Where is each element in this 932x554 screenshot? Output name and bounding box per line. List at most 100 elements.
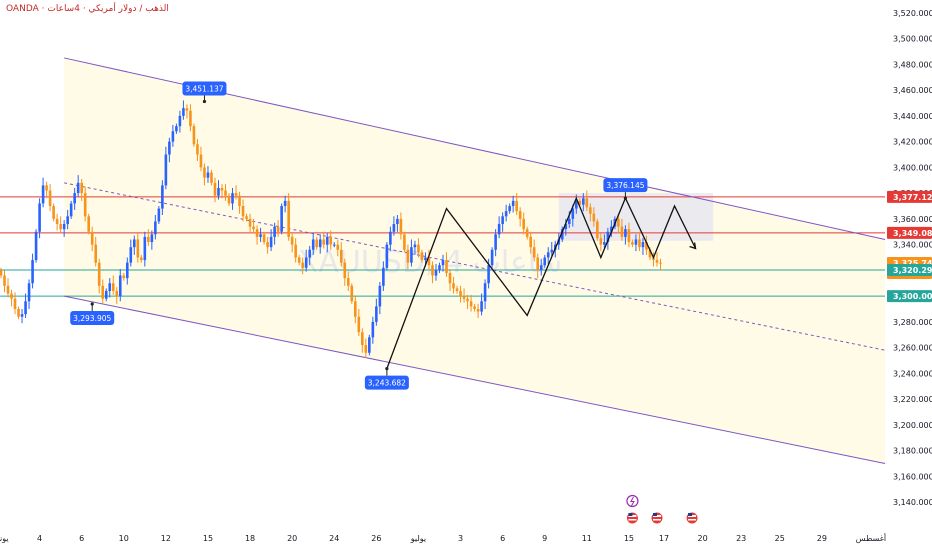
annotation-label: 3,376.145	[606, 181, 644, 190]
candle-body	[403, 234, 406, 250]
candle-body	[220, 187, 224, 191]
economic-events[interactable]	[625, 494, 699, 525]
time-tick-label: 15	[624, 534, 634, 543]
candle-body	[276, 226, 280, 232]
candle-body	[560, 229, 564, 240]
price-tick-label: 3,280.000	[893, 318, 932, 327]
flag-stripe	[628, 519, 637, 521]
candle-body	[262, 234, 266, 243]
time-tick-label: 6	[500, 534, 505, 543]
candle-body	[161, 185, 164, 209]
time-tick-label: 12	[161, 534, 171, 543]
annotation-label: 3,451.137	[185, 85, 223, 94]
candle-body	[210, 172, 213, 183]
candle-body	[104, 290, 108, 299]
time-tick-label: يونيو	[0, 534, 9, 543]
candles	[0, 100, 662, 358]
time-tick-label: 15	[203, 534, 213, 543]
candle-body	[59, 224, 62, 230]
annotation-label: 3,243.682	[368, 379, 406, 388]
candle-body	[648, 249, 652, 258]
price-tick-label: 3,260.000	[893, 344, 932, 353]
time-tick-label: يوليو	[410, 534, 426, 543]
candle-body	[610, 226, 613, 232]
price-axis[interactable]: 3,140.000 3,160.000 3,180.000 3,200.000 3,22…	[887, 9, 932, 507]
candle-body	[441, 260, 445, 266]
candle-body	[238, 195, 241, 206]
candle-body	[111, 283, 115, 291]
candle-body	[557, 239, 561, 245]
candle-body	[543, 257, 547, 266]
price-tick-label: 3,480.000	[893, 60, 932, 69]
time-tick-label: 10	[119, 534, 129, 543]
candle-body	[452, 283, 455, 289]
candle-body	[27, 283, 31, 302]
candle-body	[445, 260, 448, 273]
candle-body	[241, 206, 245, 217]
candle-body	[325, 236, 329, 245]
time-tick-label: أغسطس	[856, 533, 886, 543]
price-tag-label: 3,349.081	[893, 229, 932, 238]
zigzag-line[interactable]	[386, 196, 697, 369]
channel-lower-line[interactable]	[64, 295, 886, 464]
flag-canton	[688, 513, 693, 516]
candle-body	[227, 195, 231, 204]
candle-body	[641, 242, 645, 248]
candle-body	[122, 275, 126, 279]
lightning-glyph	[630, 496, 635, 507]
time-tick-label: 20	[697, 534, 707, 543]
price-tick-label: 3,500.000	[893, 35, 932, 44]
candle-body	[575, 200, 578, 209]
candle-body	[301, 262, 304, 268]
candle-body	[17, 309, 20, 317]
price-tick-label: 3,140.000	[893, 498, 932, 507]
zigzag-pattern[interactable]	[386, 196, 697, 369]
annotation-box-0	[182, 81, 227, 96]
price-tag-label: 3,377.129	[893, 193, 932, 202]
candle-body	[638, 239, 641, 248]
candle-body	[371, 321, 375, 338]
candle-body	[332, 244, 336, 246]
channel-middle-line[interactable]	[64, 182, 886, 351]
annotation-box-1	[70, 310, 115, 325]
time-axis[interactable]: يونيو 4 6 10 12 15 18 20 24 26 يوليو 3 6 9 11 15 17 20 23 2…	[0, 533, 886, 543]
candle-body	[378, 285, 382, 307]
candle-body	[382, 267, 385, 286]
annotation-dot	[623, 196, 628, 200]
candle-body	[24, 301, 27, 315]
time-tick-label: 20	[287, 534, 297, 543]
candle-body	[375, 306, 378, 322]
candle-body	[178, 115, 182, 127]
candle-body	[41, 185, 45, 204]
candle-body	[399, 218, 403, 235]
candle-body	[213, 182, 217, 196]
candle-body	[80, 182, 83, 194]
candle-body	[10, 293, 13, 299]
annotation-box-3	[603, 178, 648, 193]
candle-body	[532, 247, 536, 258]
candle-body	[522, 218, 525, 230]
candle-body	[224, 190, 227, 196]
candle-body	[108, 283, 112, 291]
candle-body	[518, 211, 522, 219]
flag-stripe	[652, 519, 661, 521]
price-tag-1	[887, 226, 932, 239]
time-tick-label: 18	[245, 534, 255, 543]
candle-body	[606, 231, 610, 243]
candle-body	[624, 229, 627, 237]
candle-body	[297, 257, 301, 263]
time-tick-label: 26	[371, 534, 381, 543]
candle-body	[34, 231, 38, 261]
candle-body	[6, 285, 10, 294]
price-annotations: 3,451.137 3,293.905 3,243.682 3,376.145	[70, 81, 648, 390]
candle-body	[234, 193, 238, 196]
candle-body	[287, 200, 290, 237]
candle-body	[385, 244, 389, 268]
candle-body	[417, 244, 420, 253]
time-tick-label: 17	[659, 534, 669, 543]
candle-body	[185, 108, 189, 111]
candle-body	[585, 198, 589, 208]
price-tick-label: 3,340.000	[893, 241, 932, 250]
candle-body	[311, 239, 315, 250]
